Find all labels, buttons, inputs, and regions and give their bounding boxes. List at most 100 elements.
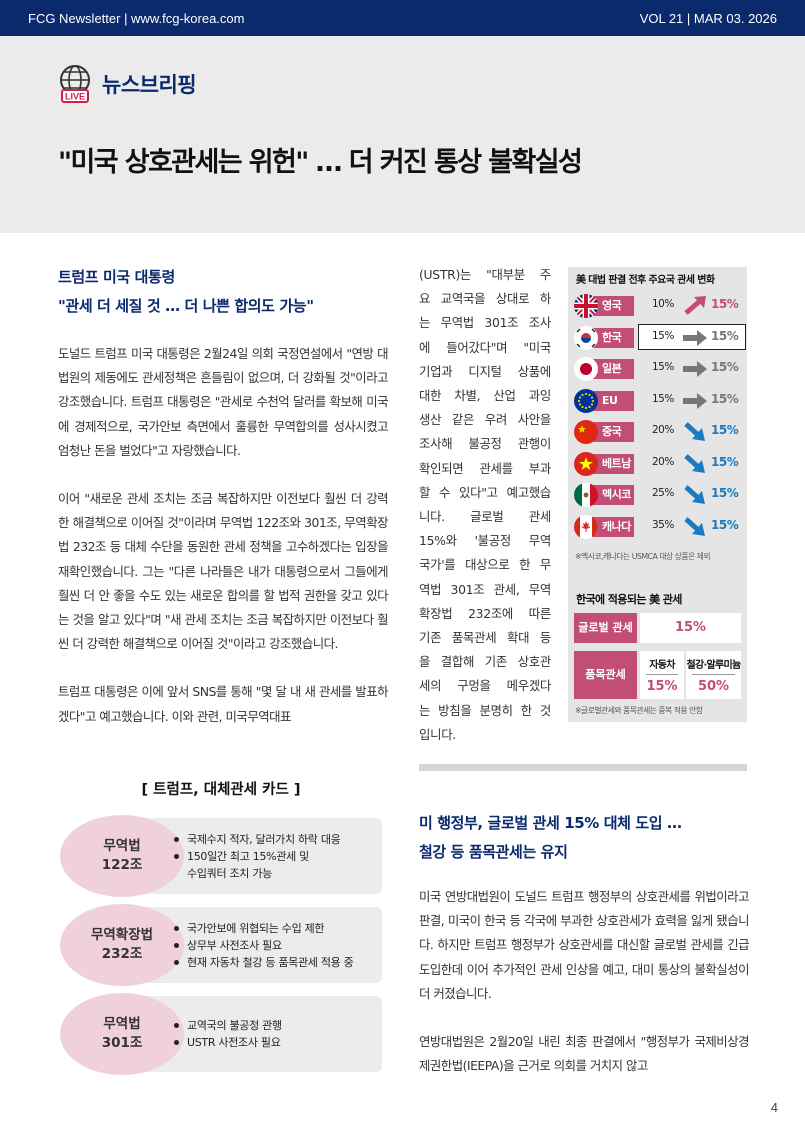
tariff-before: 10% [652, 298, 674, 310]
cards-title: [ 트럼프, 대체관세 카드 ] [141, 782, 301, 798]
item-tariff-steel-head: 철강·알루미늄 [686, 660, 741, 671]
middle-text-line: 국가'를 대상으로 한 무 [419, 557, 551, 573]
middle-text-line: (USTR)는 "대부분 주 [419, 267, 551, 282]
tariff-before: 15% [652, 329, 674, 342]
card-bullet: USTR 사전조사 필요 [172, 1034, 282, 1051]
globe-live-icon: LIVE [60, 65, 90, 103]
issue-info: VOL 21 | MAR 03. 2026 [639, 11, 777, 26]
mexico-flag-icon [574, 483, 598, 507]
tariff-after: 15% [711, 391, 739, 406]
card-trade-expansion-232: 무역확장법 232조 국가안보에 위협되는 수입 제한 상무부 사전조사 필요 … [60, 904, 382, 986]
hero-banner: LIVE 뉴스브리핑 "미국 상호관세는 위헌" … 더 커진 통상 불확실성 [0, 36, 805, 233]
country-label: 베트남 [586, 453, 634, 474]
left-paragraph-1: 도널드 트럼프 미국 대통령은 2월24일 의회 국정연설에서 "연방 대법원의… [58, 346, 389, 458]
card-bullets: 교역국의 불공정 관행 USTR 사전조사 필요 [172, 996, 282, 1072]
arrow-right-icon [682, 391, 708, 411]
arrow-down-icon [682, 516, 708, 537]
middle-text-line: 할 수 있다"고 예고했습 [419, 484, 551, 500]
right-article-body: 미국 연방대법원이 도널드 트럼프 행정부의 상호관세를 위법이라고 판결, 미… [419, 885, 750, 1102]
card-bullet: 국제수지 적자, 달러가치 하락 대응 [172, 831, 341, 848]
tariff-before: 20% [652, 424, 674, 436]
highlight-box [638, 323, 746, 350]
card-badge-line-1: 무역법 [103, 838, 141, 854]
middle-text-line: 는 무역법 301조 조사 [419, 315, 551, 331]
eu-flag-icon [574, 388, 598, 413]
newsletter-header-bar: FCG Newsletter | www.fcg-korea.com VOL 2… [0, 0, 805, 36]
tariff-row: 캐나다 35% 15% [574, 514, 742, 539]
arrow-down-icon [682, 453, 708, 474]
tariff-row: EU 15% 15% [574, 388, 742, 413]
section-label: 뉴스브리핑 [102, 73, 197, 97]
right-paragraph-2: 연방대법원은 2월20일 내린 최종 판결에서 "행정부가 국제비상경제권한법(… [419, 1034, 750, 1074]
tariff-row: 일본 15% 15% [574, 357, 742, 381]
korea-flag-icon [574, 325, 598, 350]
middle-text-line: 요 교역국을 상대로 하 [419, 291, 551, 307]
card-bullet: 상무부 사전조사 필요 [172, 937, 353, 954]
item-tariff-row: 품목관세 자동차 15% 철강·알루미늄 50% [574, 651, 741, 699]
left-subhead-line-2: "관세 더 세질 것 … 더 나쁜 합의도 가능" [58, 297, 314, 315]
country-label: 캐나다 [586, 516, 634, 537]
right-paragraph-1: 미국 연방대법원이 도널드 트럼프 행정부의 상호관세를 위법이라고 판결, 미… [419, 889, 750, 1001]
middle-text-line: 기업과 디지털 상품에 [419, 363, 551, 379]
newsletter-site: FCG Newsletter | www.fcg-korea.com [28, 11, 245, 26]
card-bullet: 현재 자동차 철강 등 품목관세 적용 중 [172, 954, 354, 971]
card-bullets: 국제수지 적자, 달러가치 하락 대응 150일간 최고 15%관세 및 수입쿼… [172, 818, 341, 894]
arrow-down-icon [682, 422, 708, 442]
tariff-before: 35% [652, 518, 674, 531]
item-tariff-steel-value: 50% [697, 679, 730, 694]
item-tariff-auto-value: 15% [646, 679, 678, 694]
card-bullet: 150일간 최고 15%관세 및 [172, 848, 340, 865]
item-tariff-label: 품목관세 [574, 651, 637, 699]
infographic-title: 美 대법 판결 전후 주요국 관세 변화 [576, 275, 715, 286]
left-paragraph-2: 이어 "새로운 관세 조치는 조금 복잡하지만 이전보다 훨씬 더 강력한 해결… [58, 491, 389, 652]
tariff-after: 15% [711, 517, 739, 532]
country-label: 영국 [586, 296, 634, 316]
section-tag: LIVE 뉴스브리핑 [58, 64, 197, 104]
left-subhead-line-1: 트럼프 미국 대통령 [58, 268, 175, 286]
left-article-body: 도널드 트럼프 미국 대통령은 2월24일 의회 국정연설에서 "연방 대법원의… [58, 342, 389, 753]
card-bullets: 국가안보에 위협되는 수입 제한 상무부 사전조사 필요 현재 자동차 철강 등… [172, 907, 354, 983]
canada-flag-icon [574, 514, 598, 539]
infographic-note-1: ※멕시코,캐나다는 USMCA 대상 상품은 제외 [575, 552, 711, 561]
middle-text-line: 니다. 글로벌 관세 [419, 509, 551, 525]
page-number: 4 [770, 1100, 778, 1115]
middle-text-line: 입니다. [419, 726, 456, 742]
card-badge-line-1: 무역법 [103, 1016, 141, 1032]
card-bullet: 교역국의 불공정 관행 [172, 1017, 282, 1034]
right-subhead-line-2: 철강 등 품목관세는 유지 [419, 843, 568, 861]
tariff-infographic: 美 대법 판결 전후 주요국 관세 변화 영국 10% 15% 한국 15% 15% 일본 1… [568, 267, 747, 722]
middle-text-line: 15%와 '불공정 무역 [419, 533, 551, 549]
middle-text-line: 역법 301조 관세, 무역 [419, 581, 551, 597]
tariff-after: 15% [711, 297, 739, 311]
card-badge: 무역법 301조 [60, 993, 184, 1075]
tariff-row: 중국 20% 15% [574, 420, 742, 444]
live-text: LIVE [65, 92, 85, 102]
middle-text-line: 을 결합해 기존 상호관 [419, 654, 551, 670]
tariff-after: 15% [711, 486, 739, 500]
tariff-row: 영국 10% 15% [574, 294, 742, 318]
vietnam-flag-icon [574, 451, 598, 476]
item-tariff-divider [646, 674, 678, 675]
middle-text-line: 생산 같은 우려 사안을 [419, 412, 551, 428]
global-tariff-row: 글로벌 관세 15% [574, 613, 741, 643]
card-badge: 무역확장법 232조 [60, 904, 184, 986]
tariff-before: 20% [652, 455, 674, 468]
country-label: 중국 [586, 422, 634, 442]
column-divider [419, 764, 747, 771]
china-flag-icon [574, 420, 598, 444]
country-label: 일본 [586, 359, 634, 379]
tariff-after: 15% [711, 328, 739, 343]
country-label: EU [586, 390, 634, 411]
arrow-up-icon [682, 296, 708, 316]
middle-text-line: 에 들어갔다"며 "미국 [419, 339, 551, 355]
tariff-after: 15% [711, 423, 739, 437]
infographic-note-2: ※글로벌관세와 품목관세는 중복 적용 안함 [575, 706, 703, 715]
card-badge: 무역법 122조 [60, 815, 184, 897]
tariff-row: 베트남 20% 15% [574, 451, 742, 476]
card-badge-line-2: 122조 [101, 857, 143, 873]
card-bullet: 국가안보에 위협되는 수입 제한 [172, 920, 353, 937]
country-label: 한국 [586, 327, 634, 348]
global-tariff-label: 글로벌 관세 [574, 613, 637, 643]
